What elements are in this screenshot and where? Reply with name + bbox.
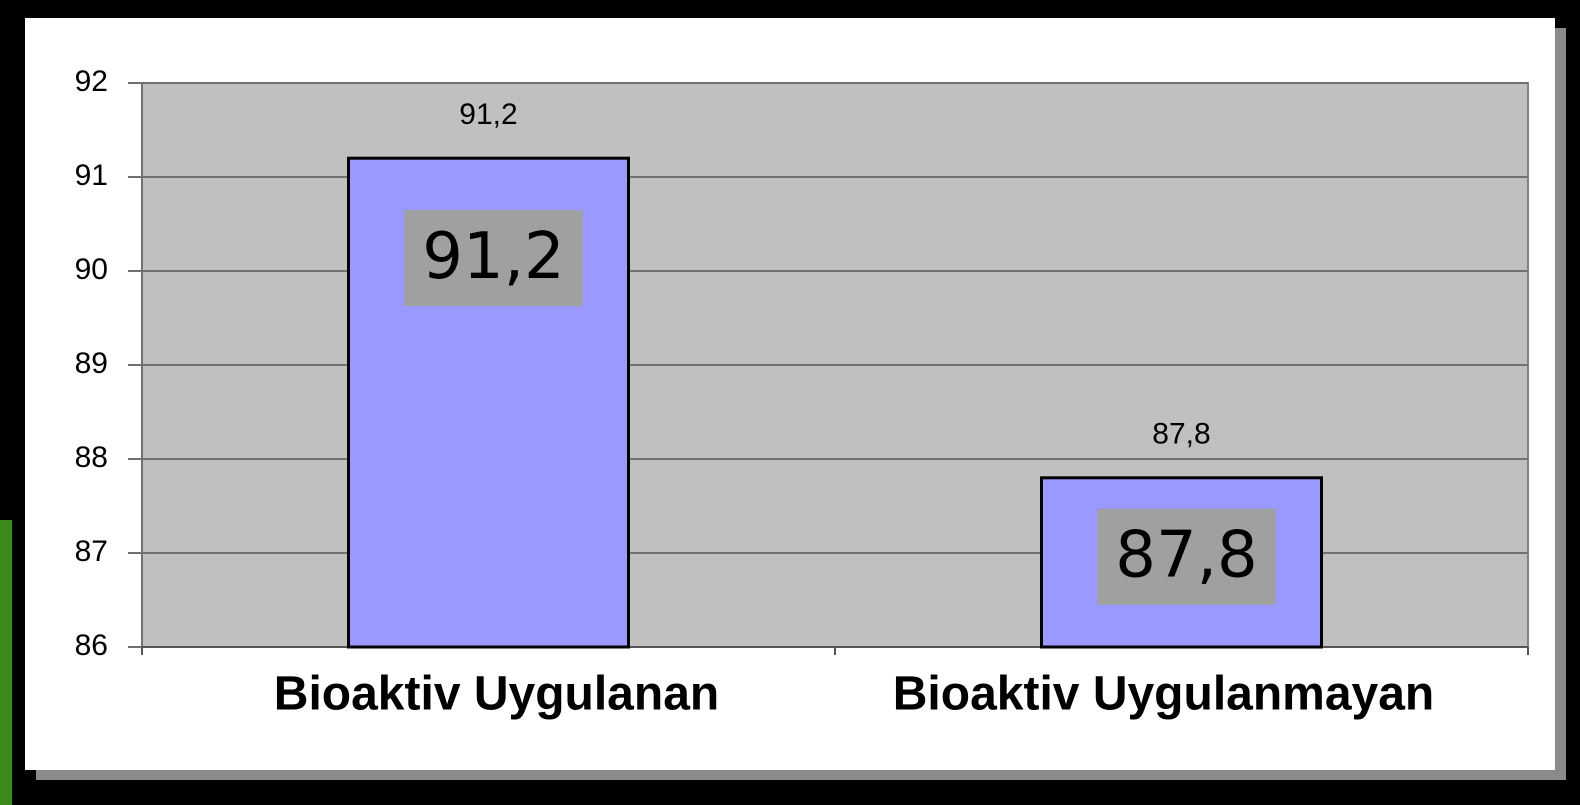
y-tick-label: 91 (75, 159, 108, 192)
y-tick-label: 89 (75, 347, 108, 380)
y-tick-label: 90 (75, 253, 108, 286)
y-tick-label: 88 (75, 441, 108, 474)
side-decoration (0, 520, 12, 805)
value-box-label: 87,8 (1115, 518, 1258, 592)
value-label: 91,2 (459, 98, 517, 131)
value-box (1097, 508, 1276, 605)
value-label: 87,8 (1152, 418, 1210, 451)
y-tick-label: 87 (75, 535, 108, 568)
x-tick-label: Bioaktiv Uygulanmayan (893, 668, 1435, 721)
x-tick-label: Bioaktiv Uygulanan (274, 668, 719, 721)
value-box-label: 91,2 (422, 220, 565, 294)
y-tick-label: 86 (75, 629, 108, 662)
y-tick-label: 92 (75, 65, 108, 98)
value-box (404, 210, 583, 307)
